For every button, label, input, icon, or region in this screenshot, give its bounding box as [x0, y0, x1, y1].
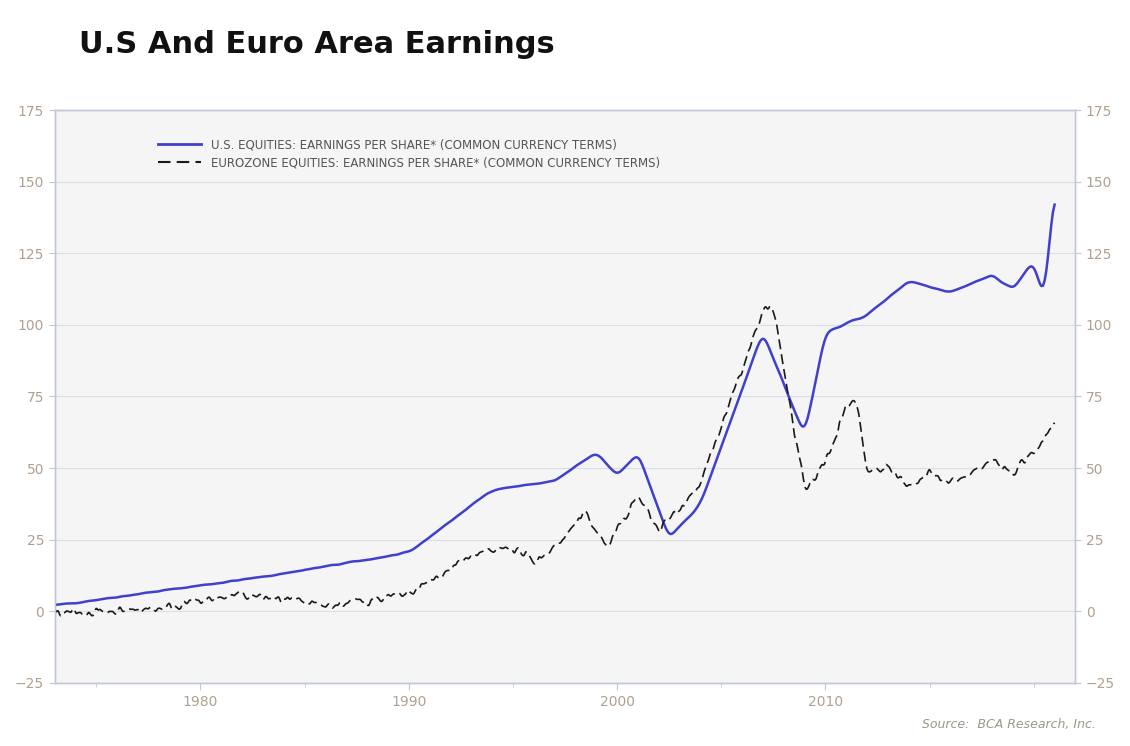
Legend: U.S. EQUITIES: EARNINGS PER SHARE* (COMMON CURRENCY TERMS), EUROZONE EQUITIES: E: U.S. EQUITIES: EARNINGS PER SHARE* (COMM…: [153, 134, 666, 175]
Text: Source:  BCA Research, Inc.: Source: BCA Research, Inc.: [922, 718, 1096, 731]
Text: U.S And Euro Area Earnings: U.S And Euro Area Earnings: [79, 30, 555, 59]
